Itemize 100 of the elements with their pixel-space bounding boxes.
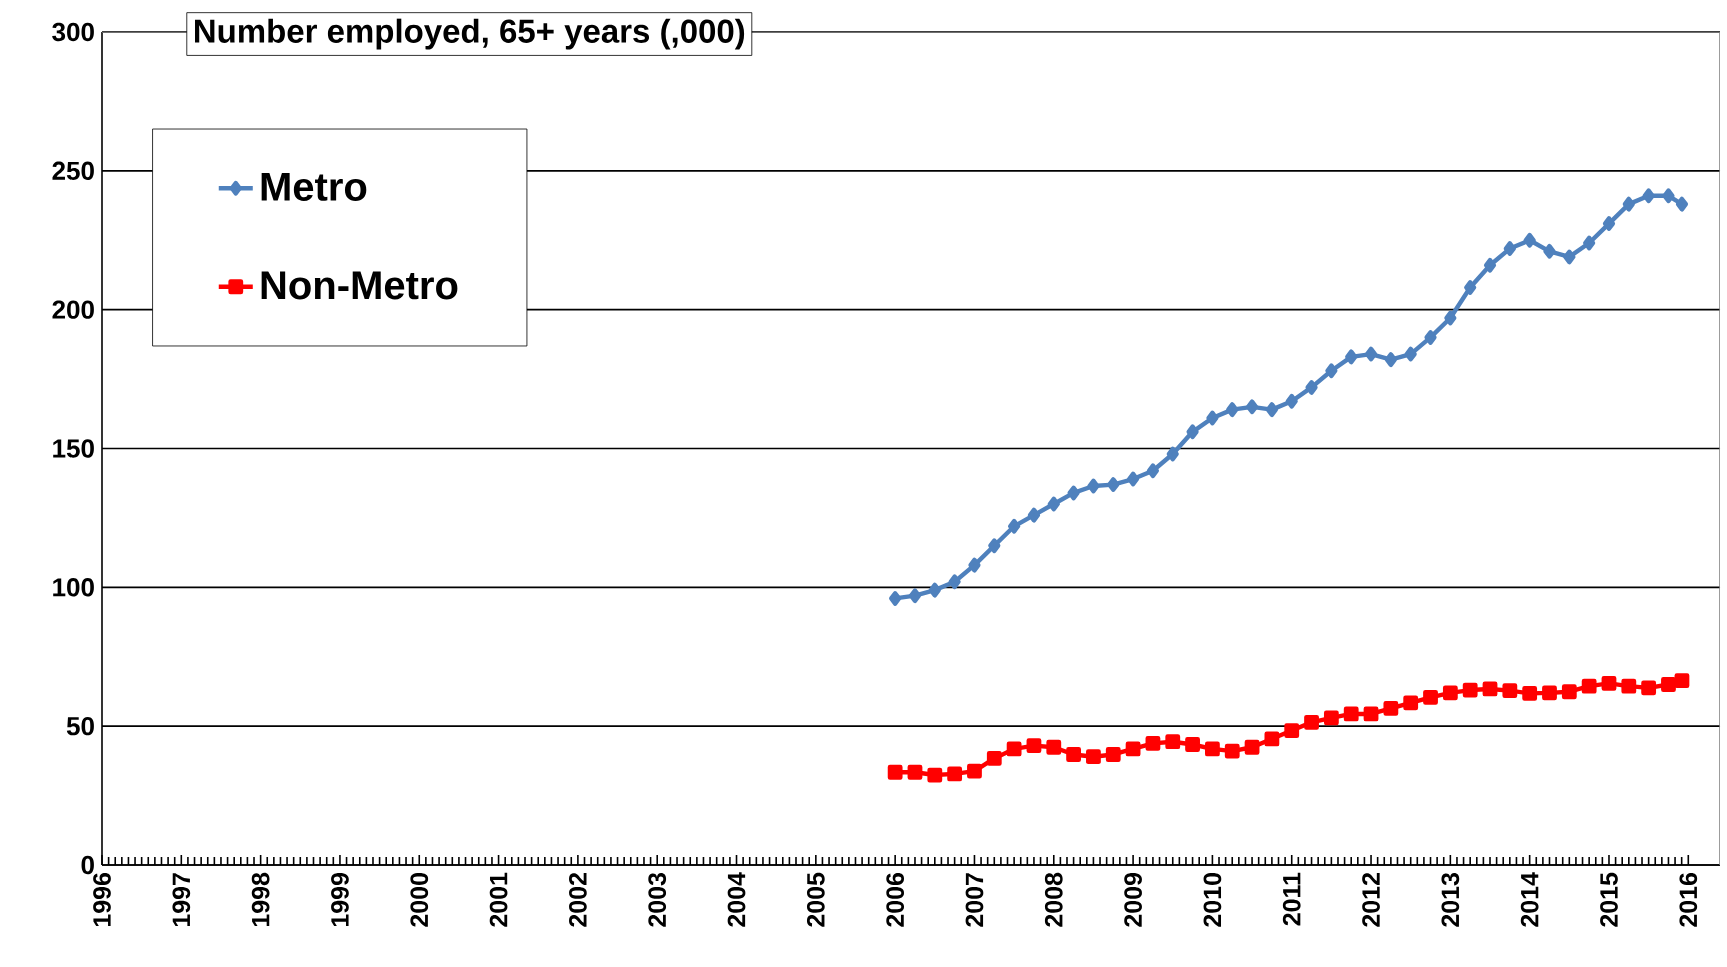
point (1403, 695, 1419, 711)
point (928, 582, 941, 598)
point (1641, 680, 1657, 696)
point (1502, 683, 1518, 699)
point (1601, 676, 1617, 691)
point (1602, 216, 1616, 231)
point (1086, 749, 1101, 765)
point (1581, 678, 1597, 694)
point (1522, 686, 1538, 701)
x-tick-label: 2010 (1203, 873, 1222, 927)
point (1462, 682, 1478, 698)
point (1621, 678, 1637, 694)
point (1087, 478, 1100, 494)
point (908, 588, 922, 604)
x-tick-label: 2007 (965, 873, 984, 927)
point (1047, 496, 1060, 512)
point (1343, 706, 1359, 722)
x-tick-label: 2013 (1441, 872, 1460, 927)
point (1027, 507, 1041, 523)
point (1583, 235, 1596, 251)
point (948, 574, 961, 590)
x-tick-label: 2016 (1679, 872, 1698, 927)
x-tick-label: 2014 (1520, 872, 1539, 927)
point (1384, 352, 1397, 368)
point (986, 750, 1002, 766)
point (1364, 346, 1378, 362)
x-tick-label: 2008 (1044, 872, 1063, 927)
chart-title: Number employed, 65+ years (,000) (195, 18, 745, 50)
point (1642, 188, 1655, 204)
point (1622, 196, 1635, 212)
y-tick-label: 50 (66, 716, 94, 736)
point (1543, 243, 1556, 259)
point (988, 538, 1001, 554)
point (1145, 735, 1161, 751)
point (1674, 673, 1690, 689)
point (907, 764, 923, 780)
y-tick-label: 150 (53, 439, 94, 458)
point (1662, 188, 1675, 204)
y-tick-label: 200 (52, 300, 94, 319)
point (1304, 714, 1319, 730)
point (1224, 743, 1240, 759)
point (1442, 685, 1458, 701)
x-tick-label: 1996 (93, 872, 111, 927)
x-tick-label: 2015 (1600, 872, 1618, 927)
x-tick-label: 2012 (1362, 873, 1380, 927)
point (1383, 701, 1399, 716)
y-tick-label: 300 (52, 22, 94, 42)
point (1205, 741, 1220, 757)
x-tick-label: 2000 (410, 873, 429, 927)
point (1226, 402, 1239, 418)
point (1323, 710, 1339, 726)
point (1503, 241, 1516, 256)
point (887, 764, 903, 780)
x-tick-label: 2006 (886, 872, 904, 927)
point (1482, 681, 1498, 697)
point (1165, 734, 1181, 750)
point (1046, 739, 1062, 755)
point (1325, 363, 1338, 379)
point (1404, 346, 1417, 362)
point (968, 557, 981, 573)
x-tick-label: 2001 (489, 872, 508, 927)
point (1483, 257, 1497, 273)
point (1105, 747, 1121, 762)
point (1661, 677, 1676, 692)
point (1424, 330, 1437, 345)
y-tick-label: 100 (53, 578, 94, 597)
point (1542, 685, 1557, 701)
point (1464, 280, 1477, 295)
x-tick-label: 2003 (648, 872, 667, 927)
point (1444, 310, 1457, 326)
point (1066, 747, 1081, 762)
point (1563, 249, 1576, 265)
point (1423, 689, 1438, 705)
point (1206, 410, 1219, 426)
x-tick-label: 1998 (251, 872, 270, 927)
point (1363, 706, 1379, 722)
point (1245, 399, 1259, 415)
x-tick-label: 2005 (806, 872, 825, 927)
legend-label: Metro (261, 172, 367, 201)
point (1166, 446, 1179, 462)
point (1006, 741, 1022, 757)
point (1345, 349, 1358, 365)
point (1026, 738, 1042, 753)
point (1265, 402, 1278, 418)
x-tick-label: 2011 (1282, 872, 1301, 926)
x-tick-label: 2009 (1124, 872, 1142, 927)
point (1185, 737, 1200, 752)
point (1125, 741, 1141, 757)
point (1285, 393, 1298, 409)
point (1284, 723, 1300, 738)
point (967, 763, 982, 779)
point (927, 767, 943, 783)
point (1107, 477, 1120, 492)
point (1264, 731, 1280, 747)
point (1008, 518, 1021, 534)
point (1675, 196, 1689, 212)
x-tick-label: 1999 (331, 872, 349, 927)
point (1561, 684, 1577, 700)
x-tick-label: 1997 (172, 873, 191, 927)
point (947, 766, 963, 782)
